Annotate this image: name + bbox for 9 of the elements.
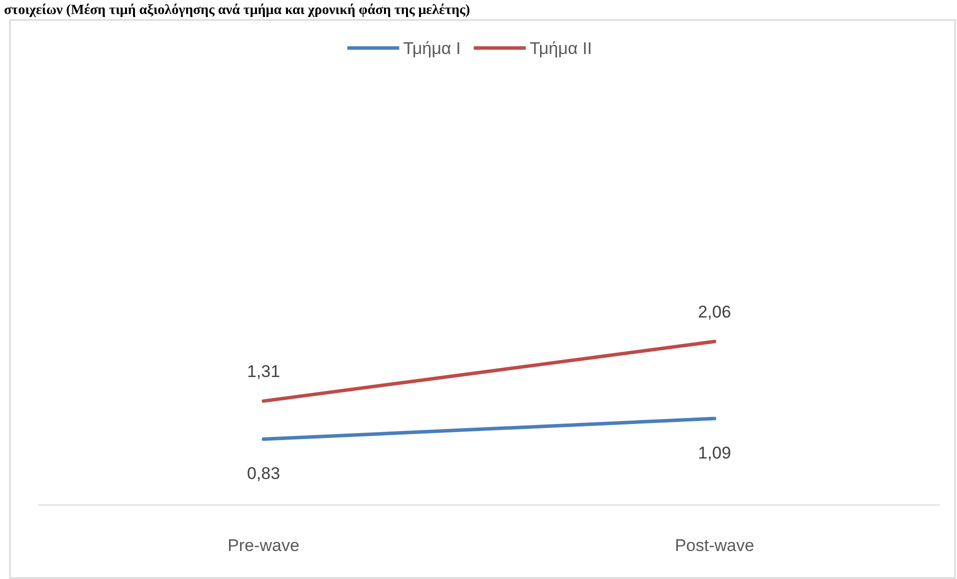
data-label: 1,09 <box>698 444 732 463</box>
legend-label: Τμήμα II <box>530 39 592 58</box>
x-tick-label: Post-wave <box>674 536 754 555</box>
chart-title: στοιχείων (Μέση τιμή αξιολόγησης ανά τμήμα και χρονική φάση της μελέτης) <box>4 3 470 18</box>
data-label: 2,06 <box>698 302 732 322</box>
data-label: 0,83 <box>246 464 280 484</box>
legend-label: Τμήμα I <box>403 39 461 58</box>
x-tick-label: Pre-wave <box>228 536 300 555</box>
data-label: 1,31 <box>246 362 280 382</box>
